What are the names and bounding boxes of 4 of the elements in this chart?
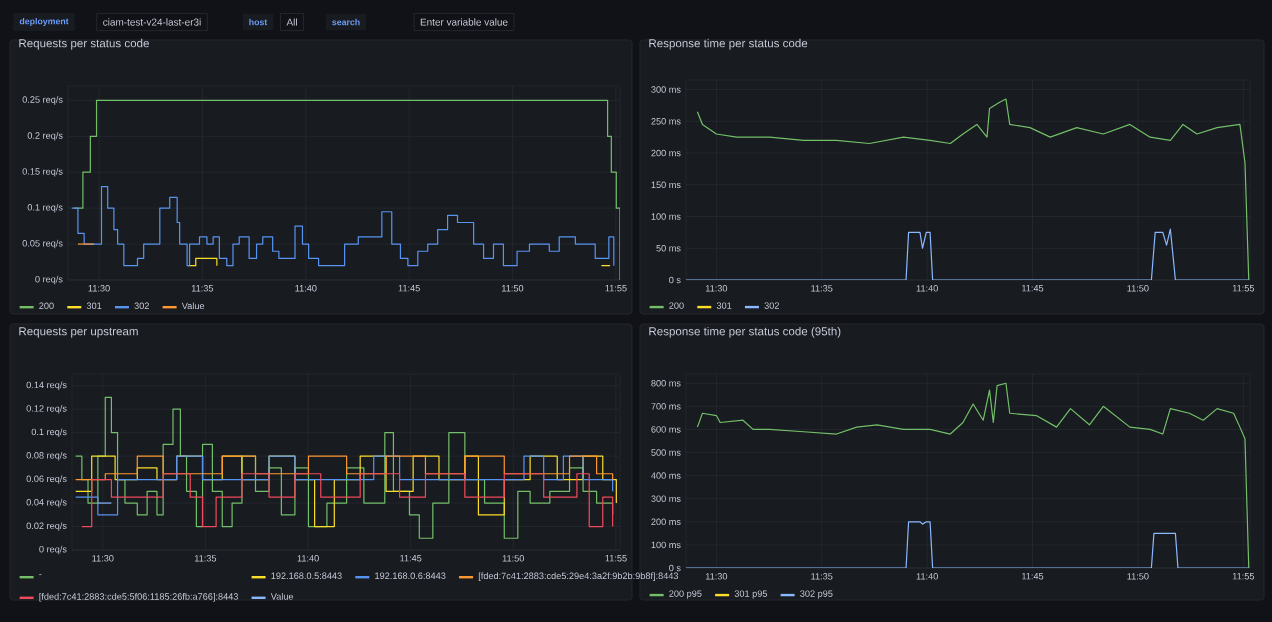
line-series [696,98,1250,280]
line-series [686,228,1250,280]
line-series [696,382,1250,568]
line-series [686,521,1250,568]
